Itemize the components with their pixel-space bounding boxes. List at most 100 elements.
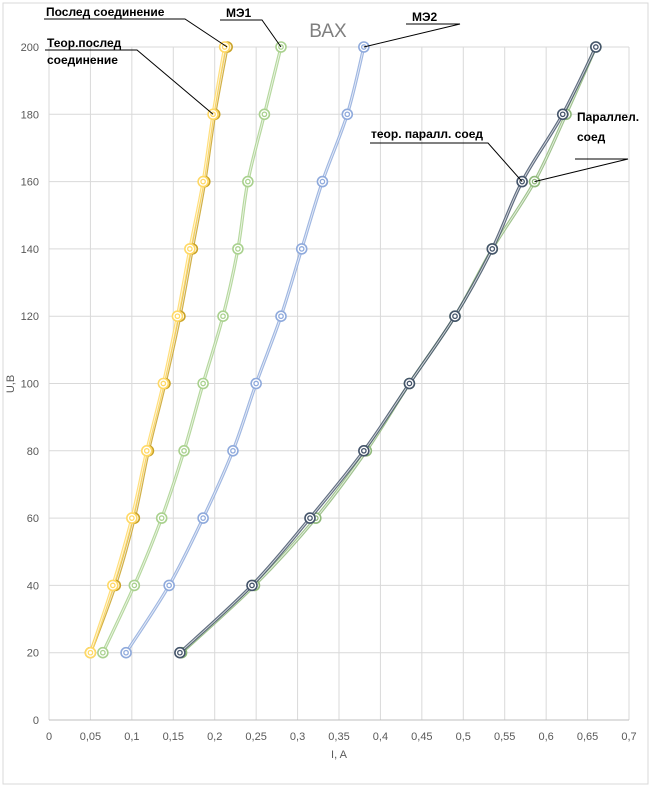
- data-point-inner: [174, 313, 181, 320]
- series-line-highlight: [102, 46, 282, 653]
- series-6: [174, 41, 602, 659]
- data-point: [163, 579, 175, 592]
- data-point: [140, 444, 153, 457]
- data-point: [120, 646, 132, 659]
- x-tick-label: 0,15: [163, 731, 184, 743]
- series-group: [84, 41, 602, 659]
- annotation-label-line2: соед: [577, 130, 606, 144]
- annotations: Послед соединение МЭ1 МЭ2 Теор.послед соедин…: [44, 5, 639, 183]
- data-point-inner: [230, 447, 236, 454]
- data-point-inner: [245, 178, 251, 185]
- data-point-inner: [452, 313, 458, 320]
- annotation-6: Параллел. соед: [534, 110, 639, 183]
- data-point: [128, 579, 141, 592]
- data-point-inner: [187, 246, 193, 252]
- data-point: [217, 310, 229, 323]
- data-point-inner: [559, 111, 566, 118]
- annotation-leader-line: [363, 23, 461, 48]
- annotation-label: Параллел.: [577, 110, 639, 124]
- data-point-inner: [235, 246, 241, 252]
- annotation-label: Теор.послед: [47, 36, 122, 50]
- data-point-inner: [200, 380, 206, 387]
- data-point-inner: [158, 515, 165, 521]
- data-point: [556, 108, 569, 121]
- data-point: [304, 512, 316, 524]
- annotation-leader-line: [534, 158, 629, 183]
- y-tick-label: 140: [21, 244, 39, 256]
- data-point: [295, 243, 308, 255]
- data-point: [155, 512, 168, 524]
- tick-labels: 0 0,05 0,1 0,15 0,2 0,25 0,3 0,35 0,4 0,45 0,5 0,55…: [21, 42, 637, 743]
- data-point-inner: [181, 447, 187, 454]
- data-point-inner: [160, 380, 167, 387]
- data-point: [97, 646, 109, 659]
- data-point-inner: [361, 44, 367, 50]
- data-point-inner: [131, 582, 138, 589]
- data-point-inner: [593, 44, 599, 50]
- x-tick-label: 0,65: [577, 731, 598, 743]
- y-tick-label: 180: [21, 109, 39, 121]
- y-tick-label: 0: [33, 715, 39, 727]
- data-point: [242, 175, 254, 188]
- annotation-4: Теор.послед соединение: [45, 36, 214, 115]
- data-point-inner: [100, 649, 106, 656]
- data-point: [107, 579, 119, 592]
- annotation-label-line2: соединение: [47, 53, 118, 67]
- annotation-5: теор. паралл. соед: [370, 127, 523, 182]
- data-point-inner: [123, 649, 129, 656]
- data-point: [403, 377, 416, 390]
- annotation-leader-line: [220, 19, 282, 48]
- annotation-leader-line: [45, 49, 214, 115]
- x-tick-label: 0,7: [621, 731, 636, 743]
- y-tick-label: 160: [21, 177, 39, 189]
- data-point-inner: [261, 111, 268, 118]
- data-point: [174, 646, 186, 659]
- data-point: [590, 41, 602, 53]
- x-tick-label: 0,4: [373, 731, 388, 743]
- data-point-inner: [87, 649, 94, 656]
- data-point: [341, 108, 354, 121]
- data-point-inner: [210, 111, 216, 118]
- data-point: [178, 444, 190, 457]
- x-tick-label: 0,05: [80, 731, 101, 743]
- series-line-highlight: [179, 46, 597, 654]
- series-4: [84, 41, 231, 659]
- annotation-leader-line: [44, 18, 228, 48]
- data-point-inner: [129, 515, 135, 521]
- x-tick-label: 0,25: [245, 731, 266, 743]
- data-point-inner: [489, 246, 496, 252]
- data-point-inner: [344, 111, 351, 118]
- data-point-inner: [361, 447, 367, 454]
- data-point-inner: [177, 649, 183, 656]
- data-point-inner: [406, 380, 413, 387]
- chart-title: ВАХ: [309, 21, 347, 42]
- data-point: [232, 243, 244, 255]
- data-point-inner: [143, 447, 150, 454]
- data-point-inner: [200, 515, 206, 521]
- annotation-label: МЭ1: [226, 6, 252, 20]
- data-point: [84, 646, 97, 659]
- data-point-inner: [307, 515, 313, 521]
- series-line-highlight: [125, 46, 365, 653]
- data-point: [449, 310, 461, 323]
- annotation-2: МЭ1: [220, 6, 282, 48]
- x-axis-title: I, A: [331, 749, 348, 761]
- data-point: [197, 377, 209, 390]
- annotation-label: Послед соединение: [46, 5, 165, 19]
- y-tick-label: 120: [21, 311, 39, 323]
- annotation-1: Послед соединение: [44, 5, 228, 48]
- annotation-label: МЭ2: [412, 10, 438, 24]
- data-point-inner: [319, 178, 326, 185]
- annotation-label: теор. паралл. соед: [371, 127, 483, 141]
- data-point: [157, 377, 170, 390]
- data-point: [358, 444, 370, 457]
- gridlines: [48, 46, 630, 721]
- data-point: [486, 243, 499, 255]
- data-point: [218, 41, 231, 53]
- data-point: [197, 175, 209, 188]
- y-axis-title: U,B: [5, 375, 17, 393]
- x-tick-label: 0,55: [494, 731, 515, 743]
- annotation-leader-line: [370, 142, 523, 182]
